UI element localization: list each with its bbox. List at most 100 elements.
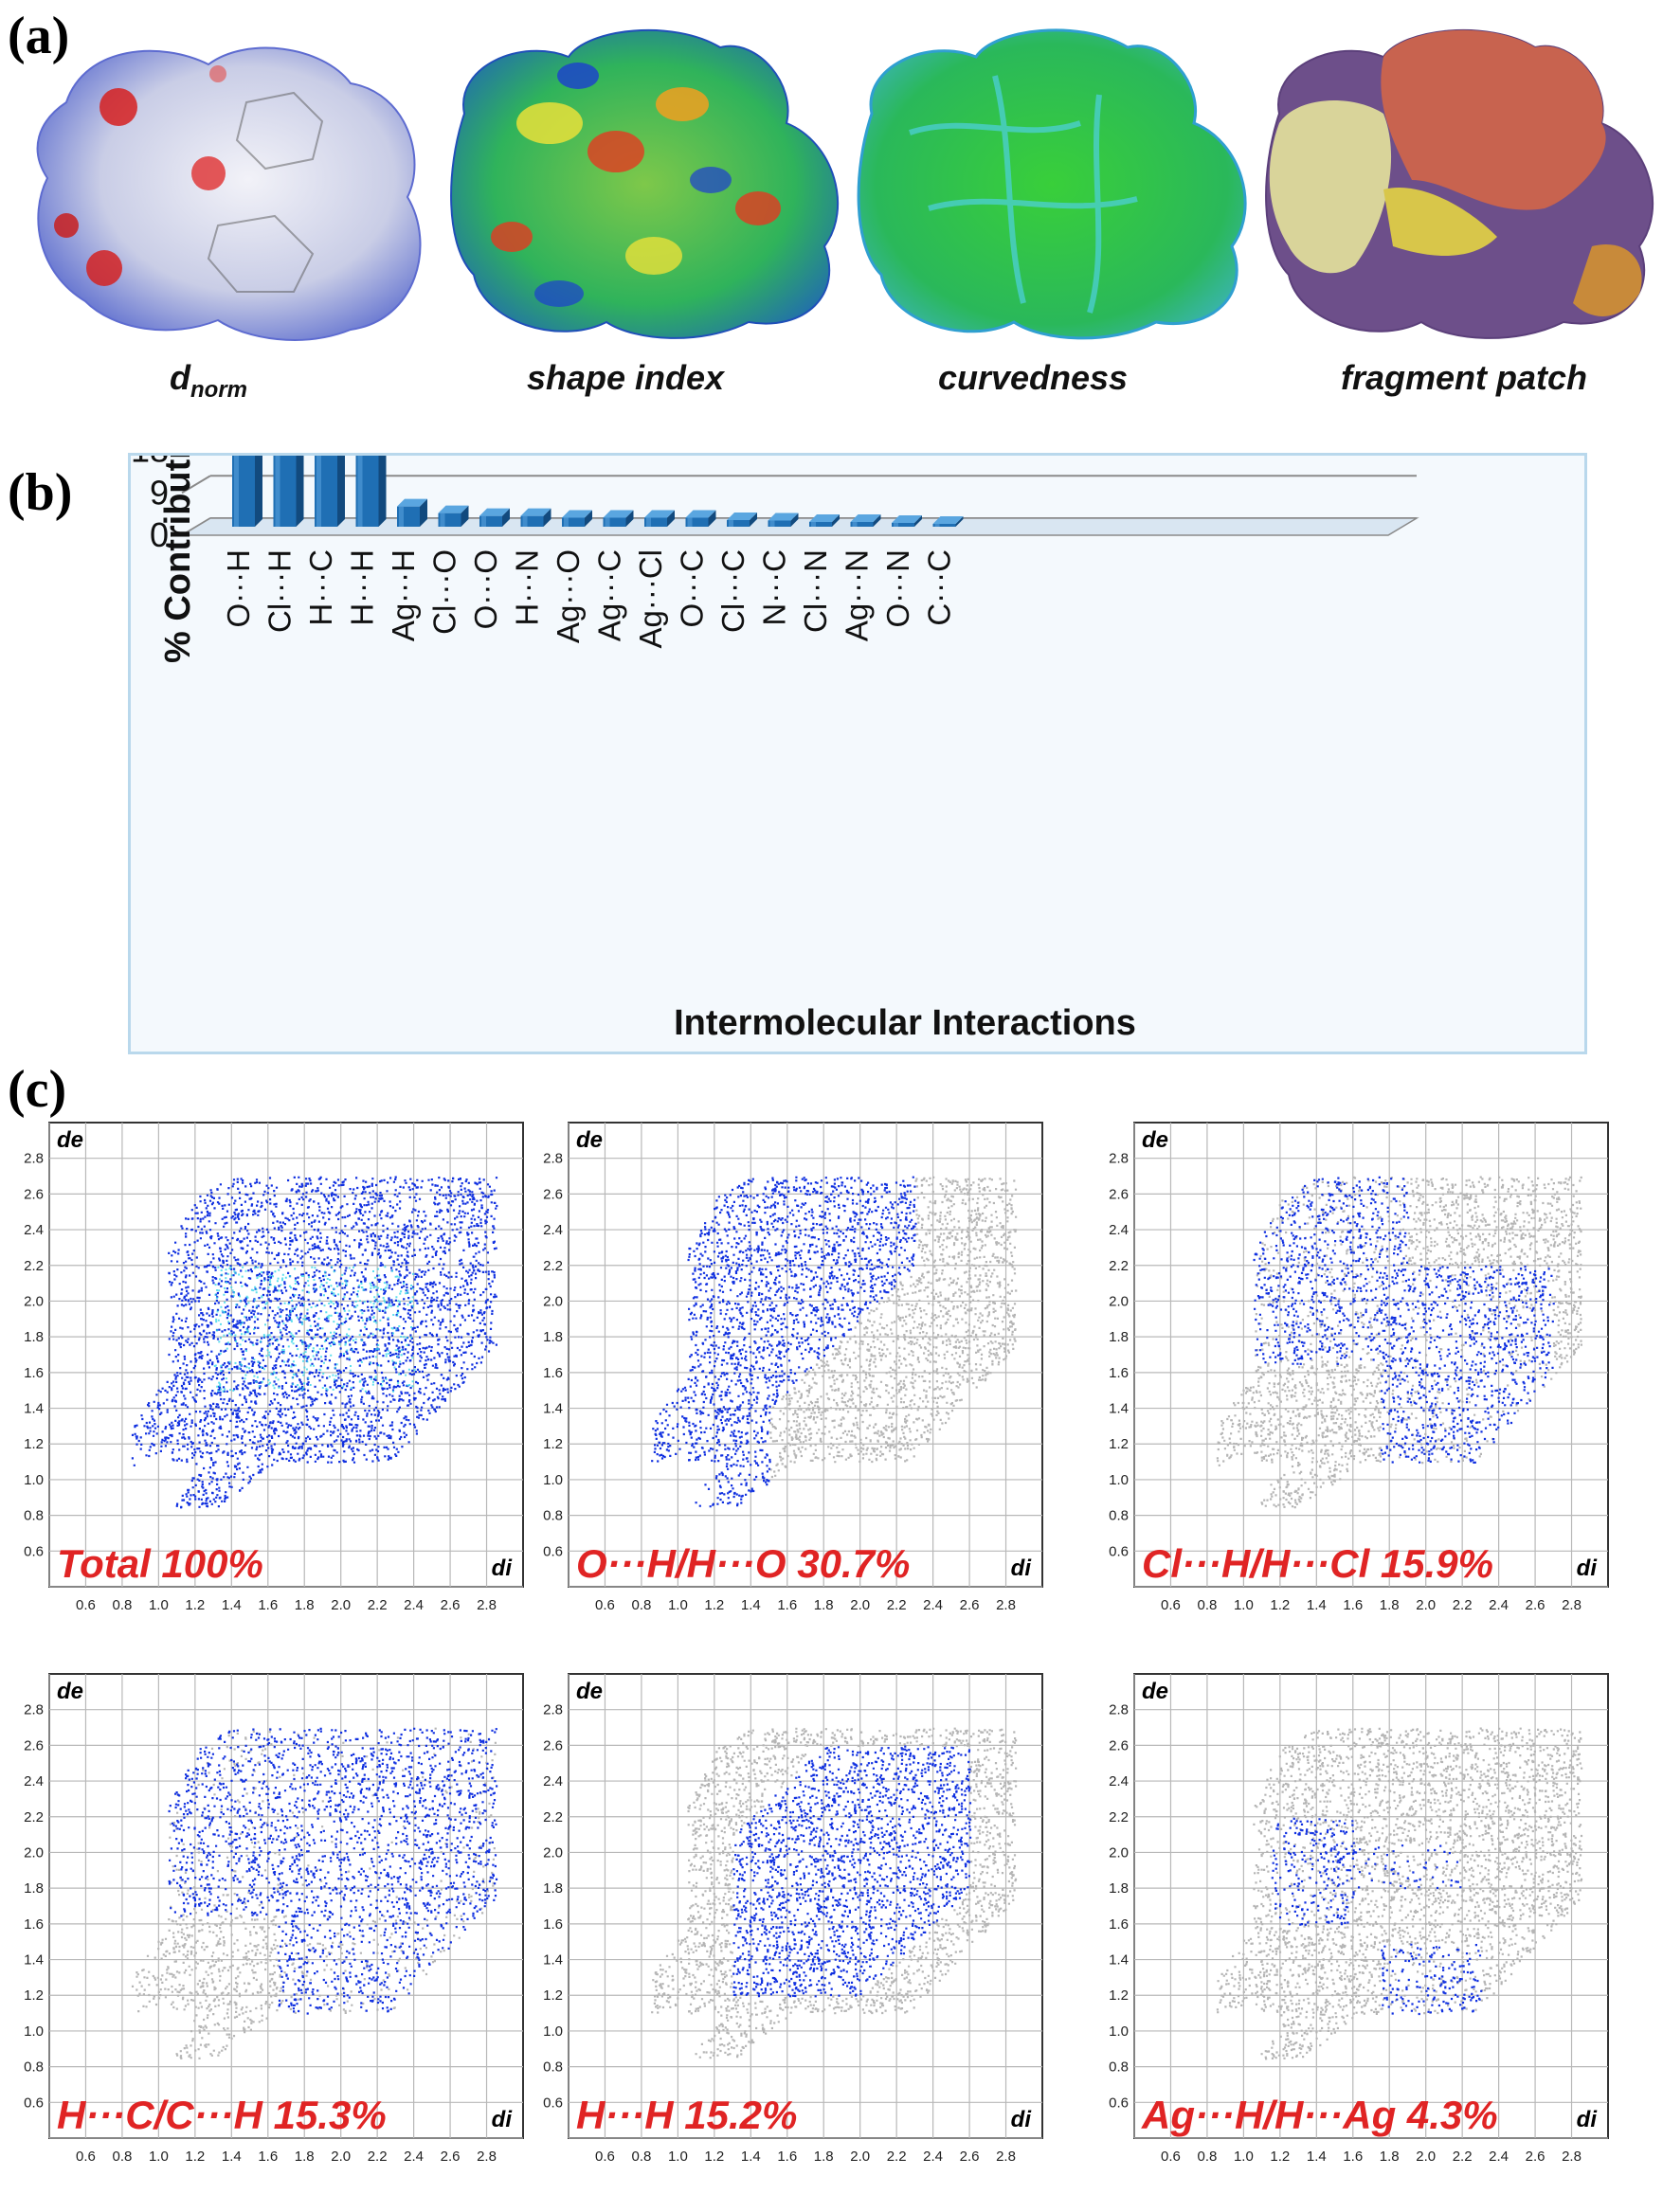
y-tick-label: 1.6: [24, 1916, 44, 1933]
x-tick-label: 2.4: [923, 1597, 943, 1613]
y-tick-label: 2.0: [1109, 1293, 1129, 1309]
plot-percentage-label: Ag···H/H···Ag 4.3%: [1141, 2093, 1498, 2137]
x-tick-label: 1.4: [222, 2149, 242, 2165]
x-tick-label: 2.6: [441, 2149, 461, 2165]
y-tick-label: 2.8: [543, 1151, 563, 1167]
y-tick-label: 1.2: [543, 1436, 563, 1452]
y-tick-label: 1.4: [1109, 1952, 1129, 1969]
x-category-label: Ag···N: [840, 549, 875, 641]
x-tick-label: 0.6: [76, 1597, 96, 1613]
highlight-points: [131, 1176, 498, 1509]
plot-percentage-label: Total 100%: [57, 1541, 263, 1586]
y-tick-label: 0.6: [1109, 1543, 1129, 1559]
x-tick-label: 1.2: [185, 1597, 205, 1613]
y-tick-label: 2.6: [543, 1186, 563, 1202]
x-tick-label: 1.4: [1307, 1597, 1327, 1613]
de-axis-label: de: [57, 1679, 83, 1704]
y-tick-label: 1.2: [24, 1987, 44, 2004]
plot-frame: [568, 1122, 1043, 1588]
x-tick-label: 2.2: [887, 2149, 907, 2165]
x-category-label: Ag···Cl: [633, 549, 668, 649]
y-tick-label: 1.6: [1109, 1916, 1129, 1933]
x-tick-label: 1.6: [1343, 1597, 1363, 1613]
x-tick-label: 1.0: [1234, 1597, 1254, 1613]
x-tick-label: 2.6: [960, 1597, 980, 1613]
caption-shape-index: shape index: [526, 358, 725, 397]
x-tick-label: 2.4: [1489, 2149, 1509, 2165]
plot-percentage-label: H···C/C···H 15.3%: [57, 2093, 387, 2137]
y-tick-label: 2.8: [1109, 1151, 1129, 1167]
surfaces-svg: [36, 28, 1654, 341]
x-tick-label: 2.4: [923, 2149, 943, 2165]
x-tick-label: 1.2: [704, 1597, 724, 1613]
y-tick-label: 2.2: [1109, 1258, 1129, 1274]
x-tick-label: 2.2: [887, 1597, 907, 1613]
bar-6: [479, 508, 510, 527]
de-axis-label: de: [57, 1127, 83, 1153]
scatter-points: [651, 1727, 1018, 2059]
x-category-label: H···C: [303, 549, 338, 626]
fingerprint-plot-hc: 0.6 0.6 0.8 0.8 1.0 1.0 1.2 1.2 1.4 1.4 1.6 1.6 1.8 1…: [7, 1668, 530, 2180]
y-tick-label: 1.8: [543, 1329, 563, 1345]
y-tick-label: 2.2: [543, 1809, 563, 1825]
x-tick-label: 1.4: [222, 1597, 242, 1613]
x-tick-label: 2.2: [368, 1597, 388, 1613]
y-tick-label: 1.6: [543, 1916, 563, 1933]
y-tick-label: 2.4: [543, 1773, 563, 1789]
y-tick-label: 1.4: [24, 1952, 44, 1969]
y-tick-label: 1.6: [1109, 1365, 1129, 1381]
x-tick-label: 0.8: [631, 1597, 651, 1613]
y-tick-label: 1.2: [543, 1987, 563, 2004]
x-category-label: Ag···H: [386, 549, 421, 641]
x-tick-label: 1.0: [149, 1597, 169, 1613]
x-tick-label: 1.0: [668, 2149, 688, 2165]
surface-curvedness: [857, 28, 1247, 340]
x-category-label: Cl···O: [427, 549, 462, 635]
bar-14: [809, 514, 840, 527]
bar-3: [355, 447, 387, 527]
y-tick-label: 2.2: [24, 1258, 44, 1274]
x-tick-label: 0.8: [112, 2149, 132, 2165]
x-tick-label: 2.0: [331, 1597, 351, 1613]
x-category-label: Cl···N: [798, 549, 833, 633]
bar-17: [932, 516, 964, 527]
x-tick-label: 1.8: [814, 2149, 834, 2165]
x-tick-label: 1.2: [1270, 1597, 1290, 1613]
x-tick-label: 2.8: [477, 2149, 497, 2165]
x-tick-label: 2.4: [404, 1597, 424, 1613]
x-tick-label: 1.6: [258, 1597, 278, 1613]
x-tick-label: 1.8: [1380, 1597, 1400, 1613]
x-tick-label: 2.6: [441, 1597, 461, 1613]
y-tick-label: 2.4: [24, 1773, 44, 1789]
x-category-label: H···N: [510, 549, 545, 626]
surface-dnorm: [36, 46, 422, 341]
x-category-label: N···C: [757, 549, 792, 626]
density-points: [213, 1266, 416, 1393]
y-tick-label: 2.2: [543, 1258, 563, 1274]
de-axis-label: de: [1142, 1679, 1168, 1704]
plot-percentage-label: H···H 15.2%: [576, 2093, 797, 2137]
bar-12: [727, 513, 757, 527]
y-tick-label: 0.8: [24, 2059, 44, 2076]
y-tick-label: 1.8: [24, 1329, 44, 1345]
y-tick-label: 2.8: [543, 1702, 563, 1718]
y-tick-label: 1.0: [543, 2023, 563, 2040]
x-tick-label: 2.4: [404, 2149, 424, 2165]
bar-15: [850, 514, 881, 527]
y-tick-label: 2.4: [543, 1222, 563, 1238]
y-tick-label: 0.8: [543, 1508, 563, 1524]
x-tick-label: 2.2: [368, 2149, 388, 2165]
panel-label-c: (c): [8, 1060, 67, 1119]
bar-2: [315, 446, 345, 527]
x-tick-label: 2.8: [996, 1597, 1016, 1613]
panel-label-b: (b): [8, 463, 73, 522]
x-tick-label: 0.6: [595, 1597, 615, 1613]
x-category-label: O···O: [468, 549, 503, 629]
x-tick-label: 2.2: [1453, 1597, 1473, 1613]
y-tick-label: 2.6: [24, 1737, 44, 1753]
y-axis-label: % Contribution: [158, 456, 198, 663]
y-tick-label: 1.8: [1109, 1880, 1129, 1897]
y-tick-label: 1.2: [1109, 1436, 1129, 1452]
di-axis-label: di: [492, 1556, 514, 1581]
x-category-label: Cl···C: [715, 549, 750, 633]
